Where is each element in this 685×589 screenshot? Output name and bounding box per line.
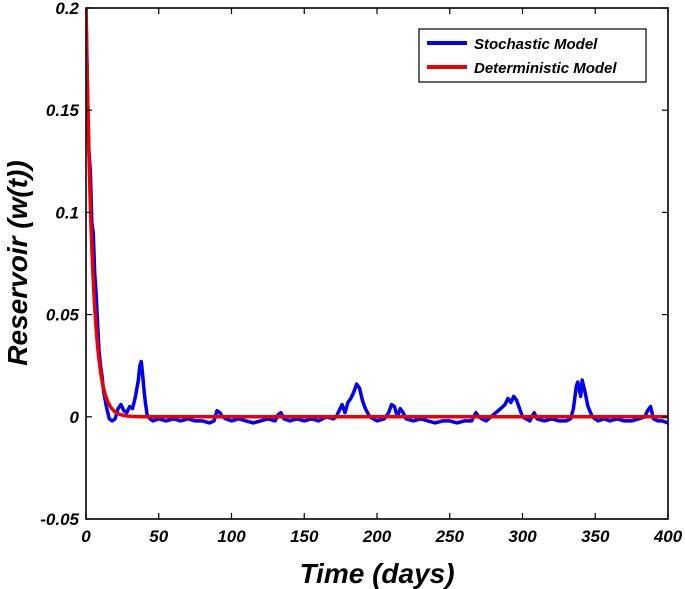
legend-box	[418, 28, 647, 83]
plot-background	[86, 8, 668, 519]
y-tick-label: 0.05	[46, 306, 80, 325]
y-tick-label: 0	[70, 408, 80, 427]
y-tick-label: 0.15	[46, 101, 80, 120]
x-tick-label: 150	[290, 527, 319, 546]
x-tick-label: 350	[581, 527, 610, 546]
x-tick-label: 50	[149, 527, 168, 546]
series-line-deterministic	[86, 8, 668, 419]
legend: Stochastic Model Deterministic Model	[418, 28, 647, 83]
y-tick-label: 0.1	[55, 203, 79, 222]
x-tick-label: 400	[653, 527, 683, 546]
plot-area: 0 50 100 150 200 250 300 350 400-0.0500.050.10.1…	[40, 0, 682, 546]
series-line-stochastic	[86, 8, 668, 425]
legend-label-deterministic: Deterministic Model	[474, 60, 617, 77]
ticks-layer: 0 50 100 150 200 250 300 350 400-0.0500.050.10.1…	[40, 0, 682, 546]
x-tick-label: 200	[362, 527, 392, 546]
legend-label-stochastic: Stochastic Model	[474, 36, 598, 53]
x-tick-label: 250	[435, 527, 465, 546]
x-tick-label: 300	[508, 527, 537, 546]
x-axis-title: Time (days)	[299, 558, 454, 589]
series-layer	[86, 8, 668, 425]
y-axis-title: Reservoir (w(t))	[2, 160, 33, 365]
y-tick-label: -0.05	[40, 510, 79, 529]
y-tick-label: 0.2	[55, 0, 79, 18]
x-tick-label: 100	[217, 527, 246, 546]
x-tick-label: 0	[81, 527, 91, 546]
